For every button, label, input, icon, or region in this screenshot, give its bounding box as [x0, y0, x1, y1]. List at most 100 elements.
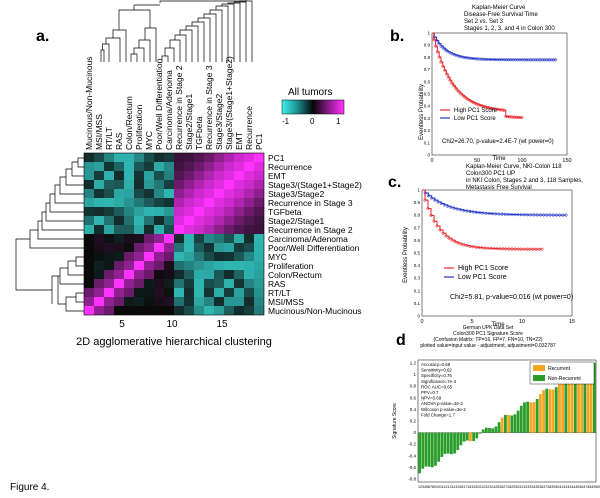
censor-mark	[489, 246, 493, 250]
column-label: RT/LT	[104, 127, 114, 150]
y-tick: 0.8	[424, 55, 431, 60]
heatmap-cell	[124, 207, 134, 216]
heatmap-cell	[184, 162, 194, 171]
heatmap-cell	[94, 252, 104, 261]
censor-mark	[433, 198, 437, 202]
d-stats-box: Accuracy=0.69Sensitivity=0.62Specificity…	[421, 362, 466, 417]
heatmap-cell	[144, 261, 154, 270]
row-label: Recurrence	[268, 162, 312, 172]
signature-bar	[500, 417, 504, 433]
colorbar-tick-1: 1	[336, 117, 341, 126]
b-title-3: Set 2 vs. Set 3	[464, 19, 504, 25]
censor-mark	[537, 247, 541, 251]
heatmap-cell	[104, 198, 114, 207]
y-tick: -0.2	[408, 442, 416, 447]
heatmap-cell	[134, 261, 144, 270]
censor-mark	[492, 247, 496, 251]
heatmap-cell	[204, 243, 214, 252]
survival-curve	[422, 189, 567, 216]
x-tick: 150	[562, 158, 571, 164]
censor-mark	[465, 209, 469, 213]
y-tick: 0.8	[414, 213, 421, 218]
censor-mark	[481, 211, 485, 215]
censor-mark	[449, 205, 453, 209]
censor-mark	[501, 247, 505, 251]
heatmap-cell	[224, 207, 234, 216]
censor-mark	[443, 68, 447, 72]
heatmap-cell	[234, 234, 244, 243]
heatmap-cell	[224, 270, 234, 279]
heatmap-cell	[154, 180, 164, 189]
column-label: Stage2/Stage1	[184, 93, 194, 150]
y-tick: 1	[413, 372, 416, 377]
censor-mark	[437, 55, 441, 59]
heatmap-cell	[174, 234, 184, 243]
heatmap-cell	[164, 153, 174, 162]
x-tick: 15	[569, 319, 575, 325]
heatmap-cell	[234, 162, 244, 171]
heatmap-cell	[84, 288, 94, 297]
heatmap-cell	[204, 162, 214, 171]
heatmap-cell	[124, 270, 134, 279]
y-tick: 0.3	[414, 276, 421, 281]
censor-mark	[441, 46, 445, 50]
y-tick: 0.2	[410, 419, 417, 424]
heatmap-cell	[174, 162, 184, 171]
signature-bar	[491, 428, 495, 433]
censor-mark	[513, 213, 517, 217]
heatmap-cell	[184, 153, 194, 162]
b-ylabel: Eventless Probability	[419, 84, 425, 140]
heatmap-cell	[104, 207, 114, 216]
heatmap-cell	[164, 162, 174, 171]
signature-bar	[551, 389, 555, 433]
column-label: Recurrence	[244, 106, 254, 150]
censor-mark	[494, 212, 498, 216]
censor-mark	[480, 246, 484, 250]
censor-mark	[495, 247, 499, 251]
censor-mark	[465, 244, 469, 248]
heatmap-cell	[144, 162, 154, 171]
heatmap-cell	[234, 261, 244, 270]
figure-label: Figure 4.	[10, 482, 50, 493]
censor-mark	[497, 108, 501, 112]
heatmap-cell	[124, 261, 134, 270]
heatmap-cell	[84, 153, 94, 162]
censor-mark	[561, 213, 565, 217]
panel-d-waterfall: German UPK Data Set Colon300 PC1 Signatu…	[392, 325, 600, 489]
censor-mark	[430, 196, 434, 200]
heatmap-cell	[224, 261, 234, 270]
censor-mark	[538, 213, 542, 217]
heatmap-cell	[164, 252, 174, 261]
panel-a-caption: 2D agglomerative hierarchical clustering	[76, 336, 272, 348]
b-axes: 0 0.1 0.2 0.3 0.4 0.5 0.6 0.7 0.8 0.9 1 0 50 100 150	[424, 31, 572, 165]
signature-bar	[440, 432, 444, 457]
censor-mark	[503, 212, 507, 216]
heatmap-cell	[154, 171, 164, 180]
signature-bar	[478, 432, 482, 434]
c-legend-high: High PC1 Score	[458, 265, 508, 272]
heatmap-cell	[134, 252, 144, 261]
heatmap-cell	[184, 207, 194, 216]
signature-bar	[459, 432, 463, 446]
heatmap-cell	[124, 297, 134, 306]
y-tick: 0.4	[424, 104, 431, 109]
heatmap-cell	[94, 207, 104, 216]
column-label: Stage3/(Stage1+Stage2)	[224, 56, 234, 150]
censor-mark	[477, 57, 481, 61]
censor-mark	[513, 115, 517, 119]
heatmap-cell	[94, 234, 104, 243]
heatmap-cell	[194, 153, 204, 162]
censor-mark	[475, 57, 479, 61]
heatmap-cell	[134, 243, 144, 252]
row-label: Colon/Rectum	[268, 270, 322, 280]
heatmap-cell	[214, 261, 224, 270]
heatmap-cell	[134, 207, 144, 216]
heatmap-cell	[104, 243, 114, 252]
heatmap-cell	[164, 225, 174, 234]
heatmap-cell	[164, 270, 174, 279]
heatmap-cell	[234, 180, 244, 189]
censor-mark	[540, 58, 544, 62]
signature-bar	[570, 376, 574, 433]
censor-mark	[520, 116, 524, 120]
heatmap-cell	[204, 198, 214, 207]
